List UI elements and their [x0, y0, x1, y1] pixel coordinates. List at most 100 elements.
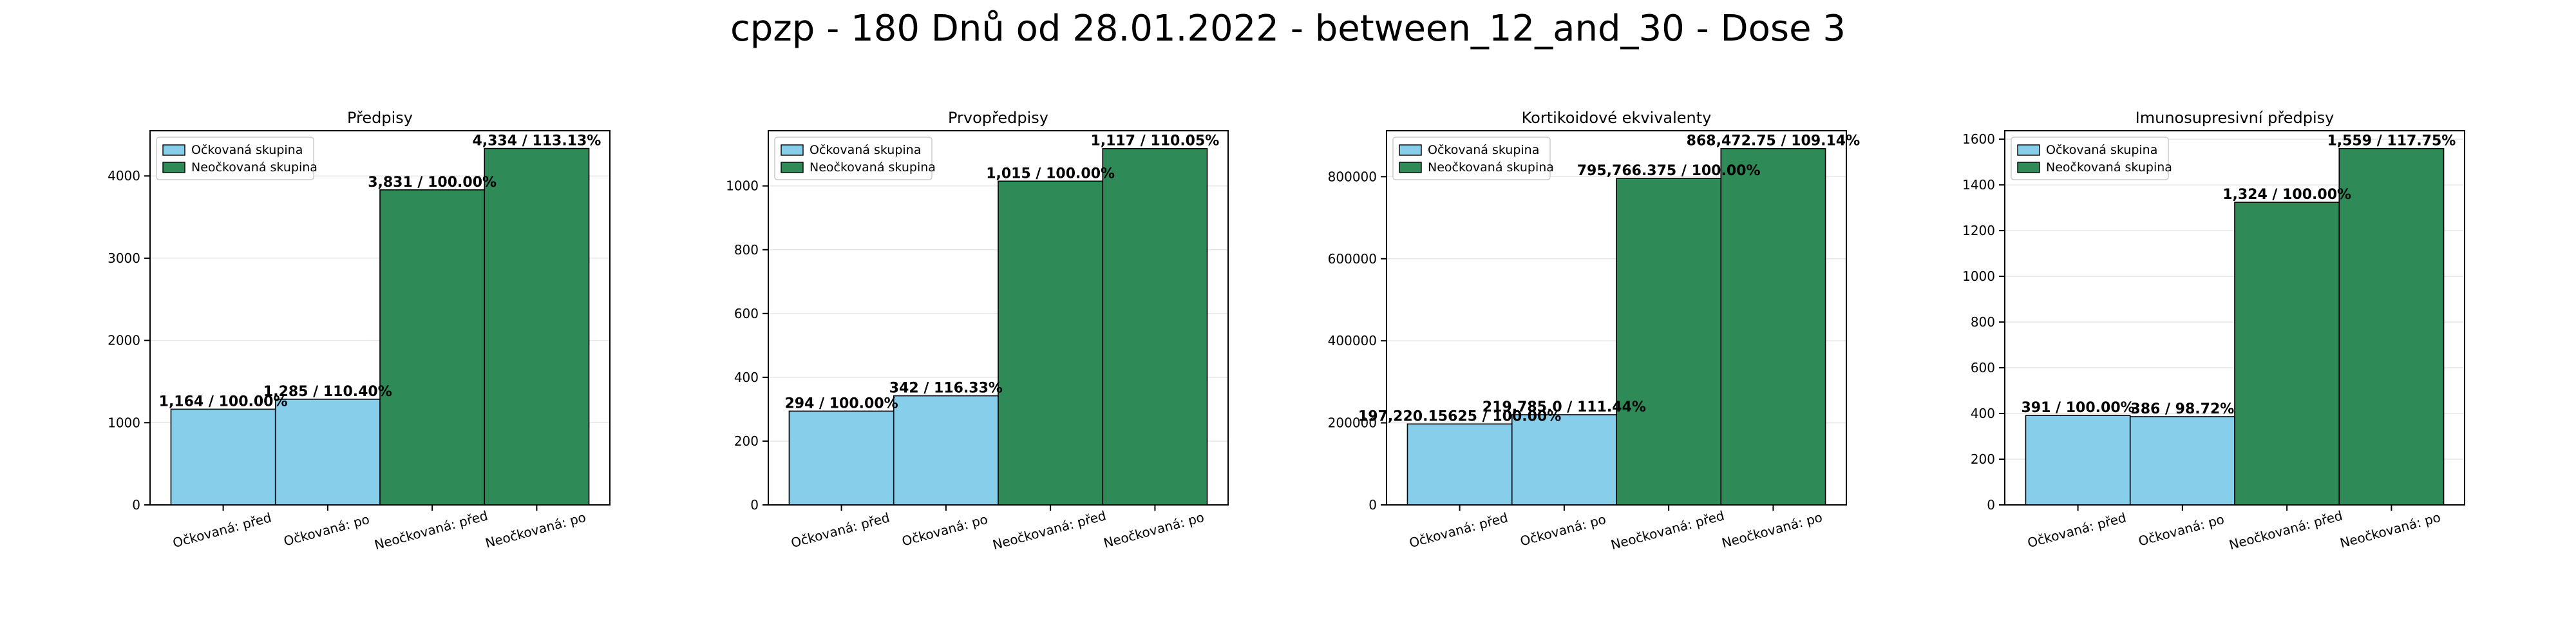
x-tick-label: Neočkovaná: před	[2228, 507, 2344, 553]
legend-label: Neočkovaná skupina	[191, 160, 317, 175]
legend-swatch	[1399, 144, 1422, 156]
legend-swatch	[781, 144, 804, 156]
y-tick-label: 0	[132, 497, 140, 513]
y-tick-label: 400000	[1328, 333, 1377, 348]
x-tick-label: Neočkovaná: před	[373, 507, 489, 553]
bar-label: 1,324 / 100.00%	[2222, 187, 2351, 203]
legend-box	[774, 137, 933, 180]
y-tick-label: 1000	[1962, 269, 1995, 284]
x-tick-label: Neočkovaná: po	[1102, 509, 1206, 551]
legend-box	[1392, 137, 1551, 180]
bar-label: 3,831 / 100.00%	[368, 175, 497, 191]
bar-label: 4,334 / 113.13%	[472, 133, 601, 149]
y-tick-label: 0	[1368, 497, 1377, 513]
bar-1	[788, 410, 895, 506]
legend: Očkovaná skupina Neočkovaná skupina	[774, 137, 936, 180]
subplot-title: Předpisy	[347, 109, 413, 127]
bar-1	[1406, 423, 1513, 506]
bar-label: 1,117 / 110.05%	[1090, 133, 1219, 149]
legend-label: Očkovaná skupina	[2046, 143, 2157, 157]
bar-2	[1511, 414, 1617, 506]
y-tick-label: 800	[734, 242, 759, 258]
legend: Očkovaná skupina Neočkovaná skupina	[1392, 137, 1554, 180]
bar-label: 868,472.75 / 109.14%	[1687, 133, 1860, 149]
axes-frame	[2004, 130, 2465, 506]
legend-label: Očkovaná skupina	[1428, 143, 1539, 157]
y-tick-label: 1000	[108, 415, 140, 430]
x-tick-label: Neočkovaná: po	[1720, 509, 1824, 551]
legend: Očkovaná skupina Neočkovaná skupina	[2011, 137, 2172, 180]
y-tick-label: 1600	[1962, 131, 1995, 147]
x-tick-label: Očkovaná: před	[171, 509, 273, 551]
bar-label: 1,285 / 110.40%	[263, 384, 392, 400]
bar-4	[484, 147, 590, 506]
bar-label: 795,766.375 / 100.00%	[1577, 163, 1761, 179]
bar-4	[1720, 147, 1826, 506]
bar-1	[170, 408, 276, 506]
subplot-title: Prvopředpisy	[948, 109, 1048, 127]
y-tick-label: 600000	[1328, 251, 1377, 267]
x-tick-label: Neočkovaná: po	[484, 509, 587, 551]
y-tick-label: 400	[1971, 406, 1995, 421]
y-tick-label: 3000	[108, 251, 140, 266]
subplot-1: 0 1000 2000 3000 4000 Očkovaná: před Očkovaná:…	[108, 109, 611, 553]
legend-box	[156, 137, 314, 180]
x-tick-label: Očkovaná: po	[900, 511, 989, 549]
bar-1	[2025, 415, 2131, 506]
y-tick-label: 200000	[1328, 415, 1377, 431]
x-tick-label: Očkovaná: po	[2137, 511, 2226, 549]
legend-label: Neočkovaná skupina	[1428, 160, 1554, 175]
bar-label: 197,220.15625 / 100.00%	[1358, 408, 1561, 424]
legend-label: Neočkovaná skupina	[2046, 160, 2172, 175]
subplot-4: 0 200 400 600 800 1000 1200 1400 1600 Očkovaná: p…	[1962, 109, 2465, 553]
legend-swatch	[2017, 144, 2040, 156]
x-tick-label: Očkovaná: po	[282, 511, 371, 549]
y-tick-label: 600	[734, 306, 759, 321]
bar-label: 219,785.0 / 111.44%	[1482, 399, 1646, 415]
subplot-2: 0 200 400 600 800 1000 Očkovaná: před Očkovaná:…	[726, 109, 1229, 553]
axes-frame	[1386, 130, 1847, 506]
subplot-title: Imunosupresivní předpisy	[2136, 109, 2334, 127]
bar-label: 1,559 / 117.75%	[2327, 133, 2456, 149]
legend-swatch	[2017, 162, 2040, 173]
y-tick-label: 0	[1987, 497, 1995, 513]
bar-label: 1,164 / 100.00%	[159, 393, 288, 410]
bar-3	[379, 189, 486, 506]
x-tick-label: Neočkovaná: před	[1609, 507, 1726, 553]
y-tick-label: 800	[1971, 314, 1995, 330]
bar-label: 386 / 98.72%	[2130, 401, 2234, 417]
x-tick-label: Neočkovaná: po	[2338, 509, 2442, 551]
y-tick-label: 4000	[108, 168, 140, 184]
legend: Očkovaná skupina Neočkovaná skupina	[156, 137, 317, 180]
bar-2	[274, 399, 381, 506]
bar-4	[2338, 147, 2445, 506]
x-tick-label: Očkovaná: po	[1519, 511, 1607, 549]
x-tick-label: Očkovaná: před	[2026, 509, 2128, 551]
x-tick-label: Neočkovaná: před	[991, 507, 1108, 553]
bar-2	[2129, 416, 2235, 506]
legend-label: Očkovaná skupina	[191, 143, 303, 157]
y-tick-label: 400	[734, 370, 759, 385]
legend-swatch	[781, 162, 804, 173]
y-tick-label: 200	[1971, 451, 1995, 467]
bar-label: 1,015 / 100.00%	[986, 166, 1115, 182]
bar-3	[1616, 178, 1722, 506]
bar-label: 294 / 100.00%	[784, 395, 898, 412]
y-tick-label: 1400	[1962, 177, 1995, 193]
legend-swatch	[162, 162, 185, 173]
x-tick-label: Očkovaná: před	[790, 509, 891, 551]
bar-3	[998, 180, 1104, 506]
y-tick-label: 600	[1971, 360, 1995, 375]
y-tick-label: 1200	[1962, 223, 1995, 238]
y-tick-label: 2000	[108, 333, 140, 348]
y-tick-label: 1000	[726, 178, 759, 194]
legend-label: Neočkovaná skupina	[810, 160, 936, 175]
subplot-title: Kortikoidové ekvivalenty	[1522, 109, 1712, 127]
legend-swatch	[1399, 162, 1422, 173]
bar-label: 391 / 100.00%	[2021, 400, 2134, 416]
bar-2	[893, 395, 999, 506]
legend-label: Očkovaná skupina	[810, 143, 921, 157]
legend-box	[2011, 137, 2169, 180]
